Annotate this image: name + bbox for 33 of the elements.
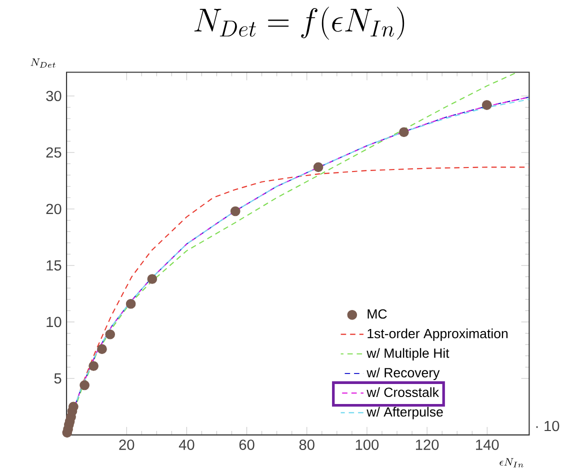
point: [97, 344, 107, 354]
legend-label: w/ Recovery: [366, 368, 440, 380]
point: [126, 298, 136, 309]
x-tick-label: 140: [476, 440, 499, 450]
point: [147, 274, 158, 284]
point: [399, 127, 409, 138]
point: [313, 162, 324, 172]
x-axis-title: $\epsilon N_{In}$: [500, 458, 524, 468]
legend-label: 1st-order Approximation: [368, 328, 508, 341]
x-tick-label: 80: [299, 440, 314, 450]
point: [105, 329, 116, 340]
y-tick-label: 25: [46, 147, 62, 158]
y-tick-label: 10: [46, 316, 62, 328]
x-tick-label: 60: [239, 440, 254, 450]
text: · 10: [536, 420, 560, 432]
x-tick-label: 120: [416, 440, 439, 450]
y-tick-label: 30: [46, 90, 62, 102]
point: [230, 206, 240, 216]
point: [482, 100, 492, 110]
point: [80, 380, 90, 390]
x-tick-label: 20: [119, 440, 134, 450]
x-tick-label: 40: [178, 440, 194, 450]
legend-label: w/ Afterpulse: [366, 406, 443, 420]
chart-title: $N_{Det} = f(\epsilon N_{In})$: [194, 6, 404, 40]
y-axis-title: $N_{Det}$: [30, 58, 56, 68]
x-tick-label: 100: [356, 440, 379, 450]
y-tick-label: 20: [46, 204, 62, 214]
y-tick-label: 5: [54, 373, 62, 384]
point: [88, 361, 98, 371]
legend-label: MC: [368, 309, 387, 319]
legend-label: w/ Multiple Hit: [366, 348, 450, 360]
legend-label: w/ Crosstalk: [366, 387, 440, 398]
y-tick-label: 15: [46, 260, 62, 271]
